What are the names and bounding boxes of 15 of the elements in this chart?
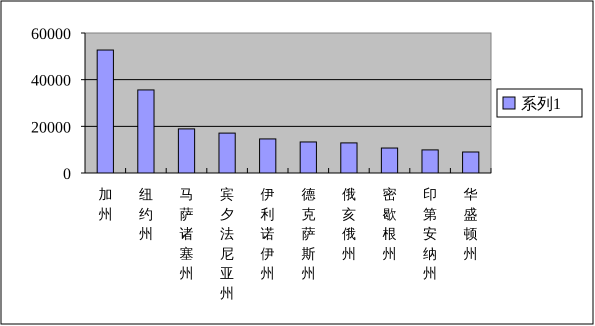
x-tick-label: 俄亥俄州 [342,187,356,262]
x-tick-label: 宾夕法尼亚州 [220,187,234,302]
legend-label: 系列1 [521,95,561,113]
x-tick-label: 纽约州 [138,187,153,243]
x-tick-label: 印第安纳州 [423,187,438,282]
x-tick-label: 密歇根州 [382,187,396,262]
x-tick-label: 马萨诸塞州 [180,188,194,282]
x-tick-label: 加州 [98,187,112,223]
x-tick-label: 伊利诺伊州 [260,187,275,282]
x-tick-label: 德克萨斯州 [301,187,316,282]
y-tick-label: 20000 [31,119,71,136]
x-tick-label: 华盛顿州 [464,187,478,262]
y-tick-label: 0 [63,166,71,183]
y-tick-label: 40000 [31,72,71,90]
y-tick-label: 60000 [31,26,71,43]
